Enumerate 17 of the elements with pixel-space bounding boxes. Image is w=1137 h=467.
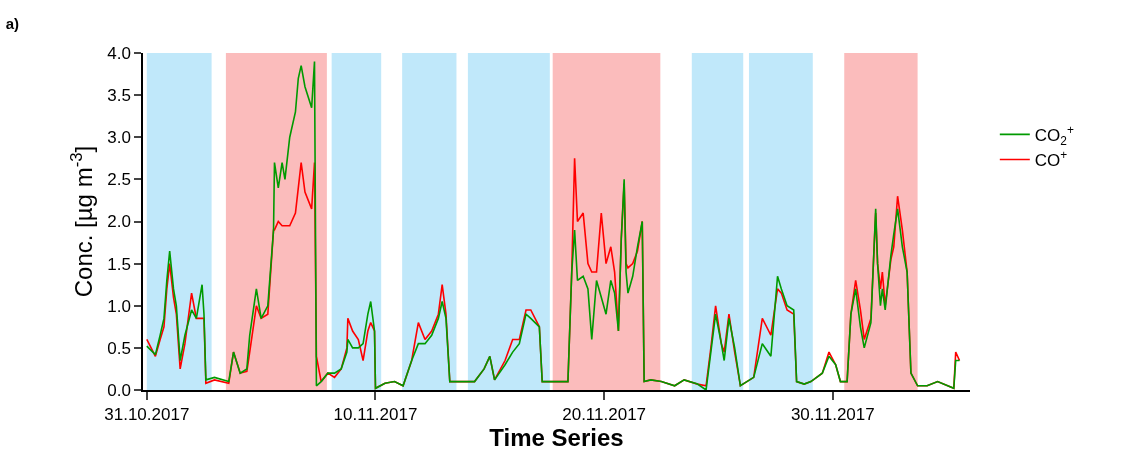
x-tick-label: 30.11.2017 <box>790 405 875 425</box>
y-tick-label: 3.5 <box>107 86 131 106</box>
y-tick-label: 0.5 <box>107 338 131 358</box>
legend-label: CO$^{+}$ <box>1034 148 1068 171</box>
y-tick-label: 1.5 <box>107 254 131 274</box>
y-tick-label: 0.0 <box>107 380 131 400</box>
x-tick-label: 20.11.2017 <box>562 405 647 425</box>
text: a) <box>5 15 20 33</box>
y-tick-label: 4.0 <box>107 43 131 63</box>
y-tick-label: 2.0 <box>107 212 131 232</box>
x-tick-label: 31.10.2017 <box>104 405 190 425</box>
y-tick-label: 2.5 <box>107 170 131 190</box>
y-tick-label: 1.0 <box>107 296 131 316</box>
x-tick-label: 10.11.2017 <box>333 405 418 425</box>
line-series <box>146 60 961 390</box>
y-tick-label: 3.0 <box>107 128 131 148</box>
x-axis-title: Time Series <box>489 424 624 452</box>
